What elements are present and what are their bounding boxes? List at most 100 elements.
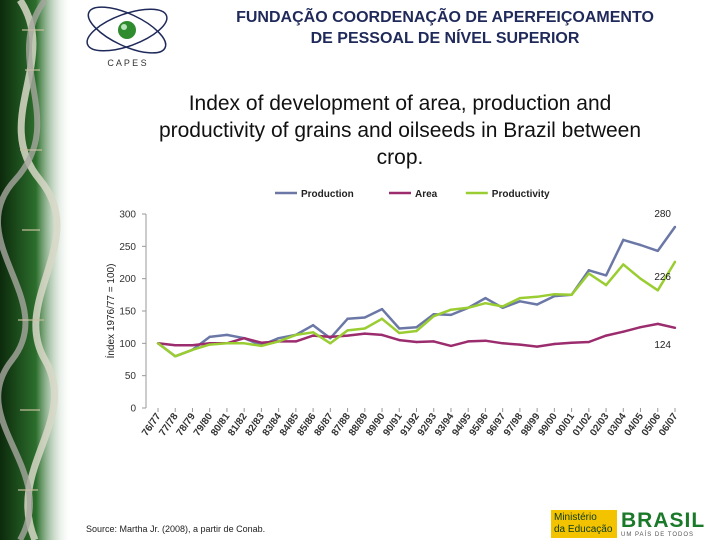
data-point-production: [639, 243, 642, 247]
data-point-area: [501, 342, 504, 345]
data-point-area: [415, 340, 418, 344]
series-line-production: [157, 226, 677, 358]
data-point-productivity: [587, 272, 591, 275]
data-point-production: [656, 249, 659, 253]
data-point-area: [242, 336, 246, 340]
data-point-productivity: [242, 342, 246, 345]
data-point-production: [277, 336, 280, 340]
data-point-productivity: [622, 263, 625, 266]
end-label-productivity: 226: [654, 272, 671, 283]
y-tick-label: 300: [119, 210, 136, 221]
data-point-area: [380, 333, 384, 337]
data-point-area: [484, 339, 487, 342]
legend-label-area: Area: [415, 189, 438, 200]
data-point-productivity: [604, 283, 608, 287]
data-point-productivity: [311, 331, 315, 334]
data-point-productivity: [225, 342, 229, 345]
data-point-productivity: [260, 344, 263, 348]
institution-title: FUNDAÇÃO COORDENAÇÃO DE APERFEIÇOAMENTO …: [170, 7, 720, 49]
y-tick-label: 100: [119, 339, 136, 350]
data-point-productivity: [380, 317, 384, 320]
data-point-production: [604, 274, 608, 277]
data-point-production: [398, 327, 401, 330]
data-point-productivity: [535, 295, 539, 298]
data-point-productivity: [432, 314, 435, 318]
data-point-productivity: [174, 355, 177, 358]
end-label-production: 280: [654, 209, 671, 220]
data-point-area: [432, 340, 435, 343]
data-point-area: [518, 343, 522, 346]
data-point-area: [329, 335, 332, 339]
data-point-productivity: [570, 293, 573, 297]
slide-title: Index of development of area, production…: [158, 92, 642, 169]
legend-label-production: Production: [301, 189, 354, 200]
data-point-area: [346, 334, 349, 337]
data-point-production: [518, 300, 522, 303]
data-point-area: [449, 344, 453, 348]
data-point-productivity: [484, 302, 487, 305]
data-point-productivity: [294, 333, 298, 337]
data-point-production: [380, 307, 384, 311]
data-point-area: [467, 340, 470, 343]
data-point-area: [656, 322, 659, 326]
data-point-area: [535, 345, 539, 348]
data-point-production: [225, 333, 229, 337]
end-label-area: 124: [654, 340, 671, 351]
ministry-label-line2: da Educação: [554, 524, 613, 535]
ministry-label-line1: Ministério: [554, 512, 597, 523]
data-point-productivity: [191, 348, 194, 351]
y-tick-label: 0: [130, 404, 136, 415]
capes-logo-text: C A P E S: [107, 58, 146, 68]
dna-helix-image: [0, 0, 72, 540]
data-point-productivity: [156, 342, 160, 345]
data-point-area: [260, 341, 263, 344]
data-point-productivity: [415, 329, 418, 333]
institution-title-line1: FUNDAÇÃO COORDENAÇÃO DE APERFEIÇOAMENTO: [236, 9, 654, 26]
y-tick-label: 250: [119, 242, 136, 253]
brasil-tagline: UM PAÍS DE TODOS: [621, 532, 695, 538]
data-point-production: [535, 303, 539, 306]
legend-label-productivity: Productivity: [492, 189, 550, 200]
data-point-productivity: [639, 277, 642, 280]
data-point-productivity: [277, 340, 280, 343]
data-point-production: [363, 316, 366, 319]
data-point-productivity: [208, 343, 211, 346]
data-point-production: [415, 325, 418, 329]
brasil-logo: BRASIL UM PAÍS DE TODOS: [621, 510, 719, 540]
ministry-footer: Ministério da Educação BRASIL UM PAÍS DE…: [545, 508, 720, 540]
data-point-area: [294, 340, 298, 343]
y-tick-label: 50: [125, 371, 137, 382]
x-tick-label: 06/07: [657, 411, 681, 438]
y-axis-title: Índex 1976/77 = 100): [104, 264, 117, 359]
source-note: Source: Martha Jr. (2008), a partir de C…: [86, 524, 266, 534]
data-point-area: [639, 325, 642, 329]
data-point-area: [622, 330, 625, 333]
data-point-area: [553, 342, 556, 346]
data-point-productivity: [346, 329, 349, 332]
data-point-productivity: [449, 308, 453, 311]
data-point-area: [174, 344, 177, 347]
capes-logo: C A P E S: [86, 6, 168, 68]
data-point-productivity: [673, 260, 677, 264]
data-point-productivity: [501, 305, 504, 308]
data-point-production: [346, 317, 349, 320]
data-point-productivity: [553, 292, 556, 296]
data-point-production: [484, 296, 487, 300]
data-point-production: [622, 238, 625, 242]
data-point-productivity: [363, 327, 366, 330]
data-point-area: [570, 341, 573, 344]
data-point-productivity: [467, 306, 470, 309]
data-point-production: [673, 225, 677, 229]
data-point-productivity: [329, 342, 332, 345]
data-point-area: [604, 334, 608, 337]
y-tick-label: 150: [119, 307, 136, 318]
data-point-area: [363, 332, 366, 335]
ministry-label: Ministério da Educação: [551, 510, 617, 538]
y-tick-label: 200: [119, 274, 136, 285]
institution-title-line2: DE PESSOAL DE NÍVEL SUPERIOR: [310, 30, 580, 47]
data-point-production: [208, 335, 211, 339]
data-point-area: [673, 326, 677, 330]
data-point-area: [191, 344, 194, 347]
data-point-productivity: [656, 289, 659, 292]
